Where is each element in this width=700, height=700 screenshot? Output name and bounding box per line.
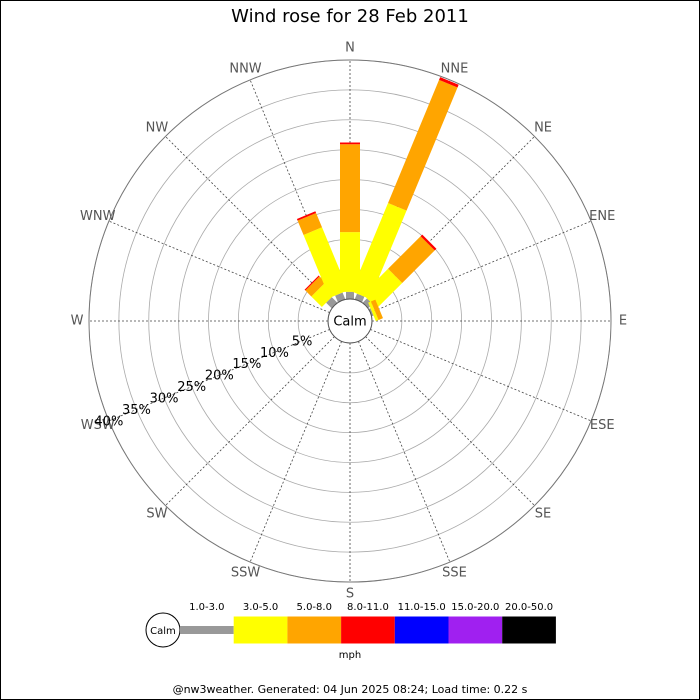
legend-swatch bbox=[448, 616, 503, 644]
outer-ring bbox=[88, 59, 612, 583]
tick-label: 5% bbox=[292, 334, 313, 349]
tick-label: 35% bbox=[122, 403, 151, 418]
footer: @nw3weather. Generated: 04 Jun 2025 08:2… bbox=[173, 683, 528, 696]
bar-segment bbox=[305, 276, 326, 297]
direction-label: NNW bbox=[229, 61, 261, 76]
bar-segment bbox=[296, 211, 317, 221]
direction-label: SW bbox=[146, 507, 167, 522]
bar-segment bbox=[370, 299, 383, 320]
legend-swatch bbox=[287, 616, 342, 644]
direction-label: WSW bbox=[81, 418, 115, 433]
legend-calm-label: Calm bbox=[150, 626, 176, 637]
direction-label: ENE bbox=[589, 209, 615, 224]
legend-swatch bbox=[394, 616, 449, 644]
bar-segment bbox=[297, 212, 323, 235]
legend-label: 5.0-8.0 bbox=[297, 602, 332, 613]
bar-segment bbox=[388, 236, 435, 283]
legend-label: 15.0-20.0 bbox=[451, 602, 499, 613]
bar-segment bbox=[368, 301, 379, 322]
legend-label: 11.0-15.0 bbox=[398, 602, 446, 613]
direction-label: SSE bbox=[442, 566, 467, 581]
legend-swatch bbox=[341, 616, 395, 644]
legend-label: 3.0-5.0 bbox=[243, 602, 278, 613]
legend-label: 20.0-50.0 bbox=[505, 602, 553, 613]
bar-segment bbox=[388, 79, 458, 211]
direction-label: NW bbox=[146, 120, 169, 135]
tick-label: 10% bbox=[260, 346, 289, 361]
bar-segment bbox=[326, 297, 338, 309]
direction-label: E bbox=[619, 314, 627, 329]
tick-label: 40% bbox=[94, 414, 123, 429]
bar-segment bbox=[420, 234, 437, 251]
direction-label: ESE bbox=[590, 418, 615, 433]
direction-label: SE bbox=[535, 507, 551, 522]
direction-label: WNW bbox=[80, 209, 116, 224]
legend-swatch bbox=[180, 626, 234, 634]
direction-label: NE bbox=[534, 120, 552, 135]
bar-segment bbox=[362, 298, 373, 309]
direction-label: W bbox=[71, 314, 84, 329]
direction-label: S bbox=[346, 587, 354, 602]
tick-label: 25% bbox=[177, 380, 206, 395]
grid-ring bbox=[148, 119, 552, 523]
legend-unit: mph bbox=[339, 650, 361, 661]
legend-label: 1.0-3.0 bbox=[189, 602, 224, 613]
tick-label: 15% bbox=[232, 357, 261, 372]
tick-label: 20% bbox=[205, 369, 234, 384]
bar-segment bbox=[439, 77, 459, 88]
calm-circle bbox=[327, 298, 373, 344]
bar-segment bbox=[351, 203, 407, 299]
calm-label: Calm bbox=[333, 315, 366, 330]
legend-swatch bbox=[502, 616, 556, 644]
chart-title: Wind rose for 28 Feb 2011 bbox=[231, 6, 469, 27]
bar-segment bbox=[362, 268, 403, 309]
bar-segment bbox=[311, 282, 337, 308]
bar-segment bbox=[335, 292, 346, 303]
direction-label: SSW bbox=[231, 566, 261, 581]
bar-segment bbox=[303, 227, 349, 298]
tick-label: 30% bbox=[150, 392, 179, 407]
direction-label: N bbox=[345, 41, 355, 56]
bar-segment bbox=[354, 293, 365, 303]
direction-label: NNE bbox=[441, 61, 469, 76]
legend-swatch bbox=[233, 616, 288, 644]
legend-label: 8.0-11.0 bbox=[347, 602, 389, 613]
bar-segment bbox=[304, 275, 320, 291]
